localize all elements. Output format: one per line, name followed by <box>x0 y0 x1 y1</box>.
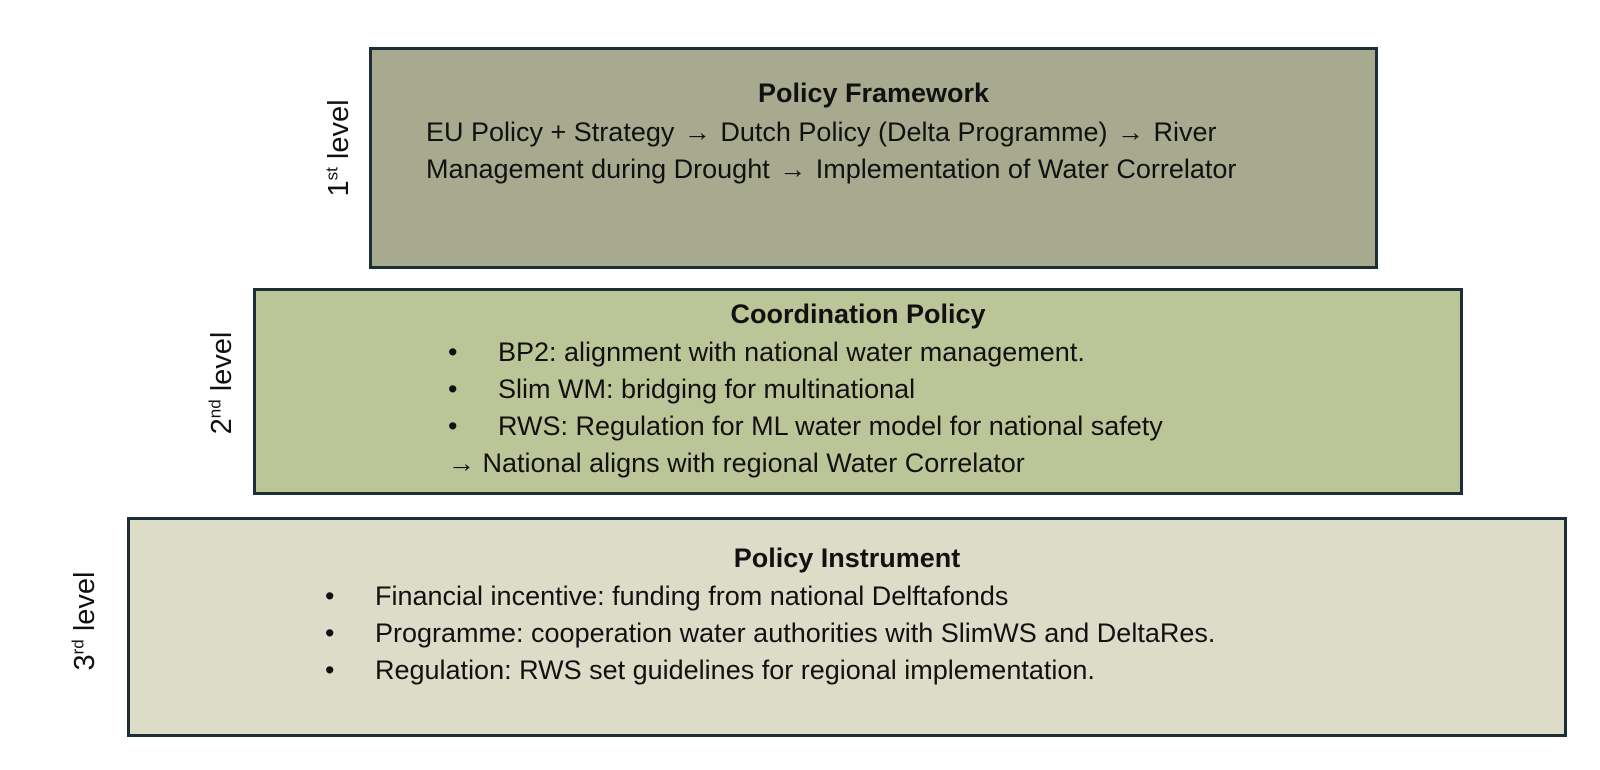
coordination-policy-list: • BP2: alignment with national water man… <box>448 334 1163 445</box>
coordination-conclusion: → National aligns with regional Water Co… <box>448 445 1025 482</box>
policy-instrument-box: Policy Instrument • Financial incentive:… <box>127 517 1567 737</box>
level-label-2-word: level <box>206 331 238 392</box>
bullet-icon: • <box>448 337 458 367</box>
policy-step-implementation: Implementation of Water Correlator <box>815 154 1237 184</box>
policy-framework-title: Policy Framework <box>757 78 990 108</box>
list-item-text: BP2: alignment with national water manag… <box>498 337 1085 367</box>
list-item-text: Programme: cooperation water authorities… <box>375 618 1216 648</box>
policy-step-dutch: Dutch Policy (Delta Programme) <box>720 117 1108 147</box>
list-item: • Regulation: RWS set guidelines for reg… <box>325 652 1215 689</box>
policy-step-eu: EU Policy + Strategy <box>426 117 675 147</box>
coordination-conclusion-text: National aligns with regional Water Corr… <box>482 448 1025 478</box>
coordination-policy-title: Coordination Policy <box>730 299 986 329</box>
list-item-text: Financial incentive: funding from nation… <box>375 581 1009 611</box>
arrow-right-icon: → <box>1117 117 1145 147</box>
policy-step-river: River Management during Drought <box>426 117 1217 184</box>
bullet-icon: • <box>325 618 335 648</box>
level-label-3: 3rd level <box>65 541 105 701</box>
policy-framework-text: EU Policy + Strategy → Dutch Policy (Del… <box>426 114 1346 188</box>
list-item: • RWS: Regulation for ML water model for… <box>448 408 1163 445</box>
bullet-icon: • <box>448 374 458 404</box>
level-label-3-word: level <box>69 571 101 632</box>
list-item: • Programme: cooperation water authoriti… <box>325 615 1215 652</box>
policy-instrument-title: Policy Instrument <box>733 543 961 573</box>
arrow-right-icon: → <box>683 117 711 147</box>
arrow-right-icon: → <box>448 448 475 478</box>
level-label-1: 1st level <box>319 68 359 228</box>
level-label-2-number: 2 <box>206 418 238 435</box>
policy-framework-box: Policy Framework EU Policy + Strategy → … <box>369 47 1378 269</box>
bullet-icon: • <box>448 411 458 441</box>
level-label-1-number: 1 <box>323 180 355 197</box>
list-item: • Slim WM: bridging for multinational <box>448 371 1163 408</box>
list-item: • Financial incentive: funding from nati… <box>325 578 1215 615</box>
bullet-icon: • <box>325 655 335 685</box>
level-label-3-number: 3 <box>69 654 101 671</box>
level-label-1-suffix: st <box>322 167 342 181</box>
list-item-text: Regulation: RWS set guidelines for regio… <box>375 655 1095 685</box>
bullet-icon: • <box>325 581 335 611</box>
level-label-2-suffix: nd <box>205 399 225 419</box>
policy-instrument-list: • Financial incentive: funding from nati… <box>325 578 1215 689</box>
list-item-text: RWS: Regulation for ML water model for n… <box>498 411 1163 441</box>
list-item: • BP2: alignment with national water man… <box>448 334 1163 371</box>
level-label-3-suffix: rd <box>68 639 88 655</box>
coordination-policy-box: Coordination Policy • BP2: alignment wit… <box>253 288 1463 495</box>
level-label-1-word: level <box>323 99 355 160</box>
level-label-2: 2nd level <box>202 303 242 463</box>
arrow-right-icon: → <box>779 154 807 184</box>
list-item-text: Slim WM: bridging for multinational <box>498 374 916 404</box>
